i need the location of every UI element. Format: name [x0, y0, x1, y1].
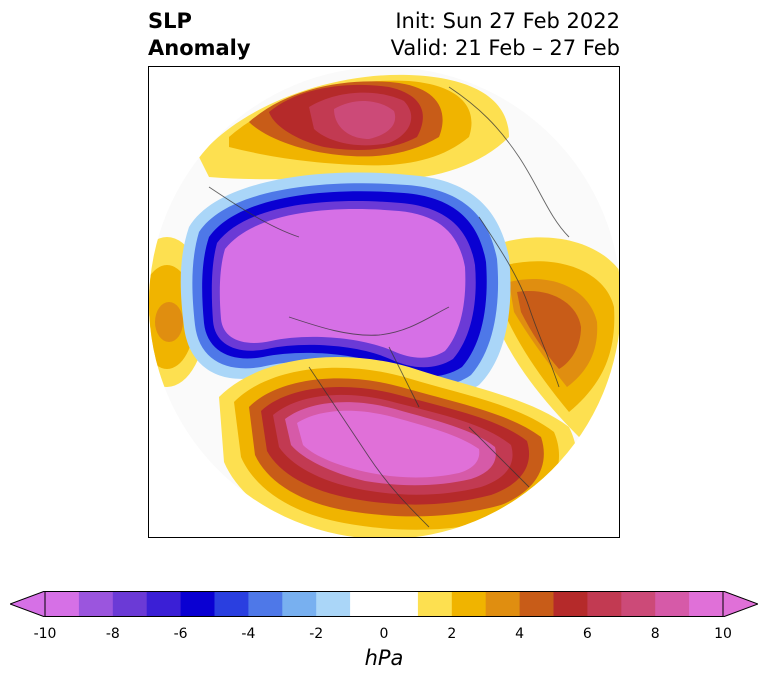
colorbar-segment [282, 591, 317, 617]
colorbar-segment [248, 591, 283, 617]
positive-anomaly-north [199, 74, 509, 180]
title-type: Anomaly [148, 36, 251, 60]
title-right: Init: Sun 27 Feb 2022 Valid: 21 Feb – 27… [391, 8, 620, 62]
colorbar-tick-label: -2 [309, 626, 324, 642]
colorbar-frame [44, 591, 724, 617]
colorbar-segment [417, 591, 453, 617]
colorbar-segment [553, 591, 588, 617]
colorbar-tick-label: -6 [173, 626, 188, 642]
colorbar-tick-label: 4 [515, 626, 525, 642]
colorbar-segment [350, 591, 385, 617]
colorbar-segment [587, 591, 622, 617]
colorbar-tick-label: 6 [582, 626, 592, 642]
colorbar-segment [316, 591, 351, 617]
colorbar-tick-label: 8 [650, 626, 660, 642]
colorbar-tick-label: 0 [379, 626, 389, 642]
anomaly-map [149, 67, 619, 537]
colorbar [10, 591, 758, 617]
colorbar-segment [45, 591, 80, 617]
title-left: SLP Anomaly [148, 8, 251, 62]
colorbar-segment [451, 591, 487, 617]
title-variable: SLP [148, 9, 192, 33]
colorbar-segment [519, 591, 554, 617]
colorbar-segment [78, 591, 114, 617]
colorbar-extend-low [10, 591, 46, 617]
colorbar-extend-high [722, 591, 758, 617]
colorbar-tick-label: 2 [447, 626, 457, 642]
valid-range: Valid: 21 Feb – 27 Feb [390, 36, 620, 60]
colorbar-segment [384, 591, 419, 617]
positive-anomaly-north-america [219, 357, 577, 537]
colorbar-tick-label: -10 [33, 626, 57, 642]
colorbar-segment [689, 591, 724, 617]
colorbar-segment [112, 591, 148, 617]
coastlines [208, 86, 570, 528]
colorbar-tick-label: 10 [714, 626, 732, 642]
colorbar-segment [214, 591, 249, 617]
map-panel [148, 66, 620, 538]
colorbar-segment [146, 591, 182, 617]
colorbar-segment [180, 591, 215, 617]
positive-anomaly-east [489, 237, 619, 437]
colorbar-segment [621, 591, 656, 617]
colorbar-segment [485, 591, 521, 617]
negative-anomaly-arctic [180, 172, 511, 400]
colorbar-tick-label: -8 [105, 626, 120, 642]
colorbar-unit-label: hPa [364, 646, 404, 670]
colorbar-segment [655, 591, 690, 617]
colorbar-tick-label: -4 [241, 626, 256, 642]
init-date: Init: Sun 27 Feb 2022 [395, 9, 620, 33]
